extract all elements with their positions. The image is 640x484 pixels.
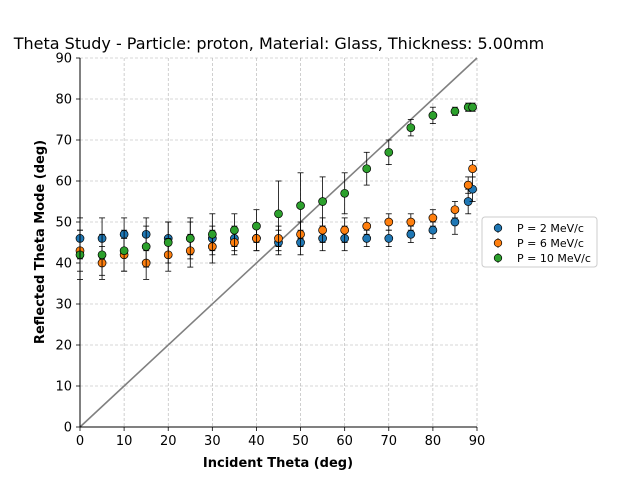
data-point	[362, 234, 372, 243]
x-tick-label: 60	[336, 434, 353, 449]
data-point	[450, 205, 460, 215]
data-point	[468, 164, 477, 174]
legend-label: P = 2 MeV/c	[517, 222, 584, 235]
legend-frame	[481, 216, 598, 268]
data-point	[318, 197, 327, 206]
data-point	[406, 229, 416, 239]
x-tick-label: 0	[76, 434, 84, 449]
data-point	[185, 234, 195, 243]
data-point	[119, 246, 129, 256]
y-tick-label: 10	[55, 380, 72, 395]
x-tick-label: 10	[116, 434, 133, 449]
y-tick-label: 60	[55, 175, 72, 190]
data-point	[207, 229, 217, 239]
y-tick-label: 70	[55, 134, 72, 149]
data-point	[450, 106, 460, 116]
data-point	[362, 164, 372, 174]
data-point	[406, 123, 416, 133]
series-2	[75, 160, 477, 280]
data-point	[141, 242, 151, 251]
data-point	[318, 225, 327, 235]
legend-marker	[493, 238, 503, 248]
data-point	[384, 217, 394, 227]
legend-marker	[493, 223, 503, 233]
x-tick-label: 40	[248, 434, 265, 449]
data-point	[463, 180, 473, 190]
data-point	[428, 213, 438, 223]
x-tick-label: 90	[469, 434, 486, 449]
legend-item-3: P = 10 MeV/c	[493, 252, 591, 265]
legend-label: P = 10 MeV/c	[517, 252, 591, 265]
x-tick-label: 50	[292, 434, 309, 449]
legend-items: P = 2 MeV/c P = 6 MeV/c P = 10 MeV/c	[493, 222, 591, 265]
data-point	[296, 201, 305, 210]
series-3	[75, 102, 477, 280]
legend-item-2: P = 6 MeV/c	[493, 237, 584, 250]
legend-marker	[493, 253, 503, 263]
x-tick-label: 20	[160, 434, 177, 449]
data-series-group	[75, 102, 477, 280]
axes	[76, 57, 478, 431]
x-tick-label: 30	[204, 434, 221, 449]
data-point	[428, 225, 438, 235]
data-point	[384, 147, 394, 157]
chart-title: Theta Study - Particle: proton, Material…	[13, 34, 545, 53]
data-point	[384, 234, 394, 243]
tick-labels: 0 10 20 30 40 50 60 70 80 90 0 10 20 30 40 50 60 70 80 90	[55, 52, 485, 450]
legend-item-1: P = 2 MeV/c	[493, 222, 584, 235]
data-point	[97, 250, 107, 260]
data-point	[340, 225, 350, 235]
y-tick-label: 0	[64, 421, 72, 436]
x-axis-title: Incident Theta (deg)	[203, 456, 353, 471]
x-tick-label: 80	[425, 434, 442, 449]
data-point	[274, 209, 283, 219]
data-point	[163, 238, 173, 247]
legend: P = 2 MeV/c P = 6 MeV/c P = 10 MeV/c	[481, 216, 598, 268]
y-tick-label: 40	[55, 257, 72, 272]
data-point	[252, 221, 261, 231]
y-tick-label: 80	[55, 93, 72, 108]
y-tick-label: 30	[55, 298, 72, 313]
y-tick-label: 50	[55, 216, 72, 231]
data-point	[406, 217, 416, 227]
y-tick-label: 90	[55, 52, 72, 67]
data-point	[428, 111, 438, 120]
data-point	[450, 217, 460, 227]
legend-label: P = 6 MeV/c	[517, 237, 584, 250]
data-point	[340, 188, 350, 198]
y-axis-title: Reflected Theta Mode (deg)	[33, 140, 48, 344]
data-point	[468, 102, 477, 112]
data-point	[362, 221, 372, 231]
y-tick-label: 20	[55, 339, 72, 354]
x-tick-label: 70	[381, 434, 398, 449]
data-point	[230, 225, 239, 235]
